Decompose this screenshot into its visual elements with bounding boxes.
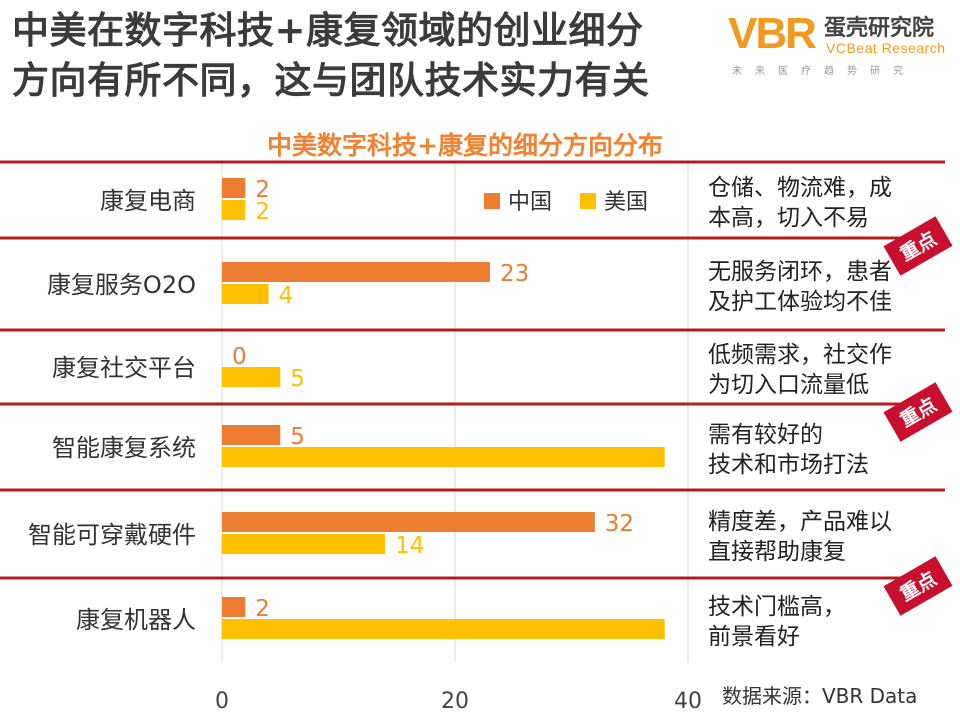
data-label-china-5: 2 xyxy=(255,596,270,622)
note-line2-4: 直接帮助康复 xyxy=(708,539,846,565)
category-label-1: 康复服务O2O xyxy=(47,271,196,299)
chart-title: 中美数字科技+康复的细分方向分布 xyxy=(267,131,663,160)
badge-background-1 xyxy=(883,216,953,276)
bar-china-3 xyxy=(222,425,281,445)
legend-swatch-1 xyxy=(580,193,596,209)
headline: 中美在数字科技+康复领域的创业细分 方向有所不同，这与团队技术实力有关 xyxy=(12,6,732,106)
note-line1-0: 仓储、物流难，成 xyxy=(708,175,892,201)
data-label-usa-1: 4 xyxy=(279,283,294,309)
note-line2-2: 为切入口流量低 xyxy=(708,372,869,398)
data-label-usa-0: 2 xyxy=(255,199,270,225)
bar-china-1 xyxy=(222,262,490,282)
note-line2-0: 本高，切入不易 xyxy=(708,205,869,231)
category-label-4: 智能可穿戴硬件 xyxy=(28,521,196,549)
x-tick-label-1: 20 xyxy=(441,689,469,714)
legend-swatch-0 xyxy=(484,193,500,209)
note-line1-5: 技术门槛高， xyxy=(708,594,846,620)
logo-mark: VBR xyxy=(728,9,817,58)
note-line2-5: 前景看好 xyxy=(708,624,800,650)
category-label-0: 康复电商 xyxy=(100,187,196,215)
category-label-2: 康复社交平台 xyxy=(52,354,196,382)
logo-name-cn: 蛋壳研究院 xyxy=(824,16,935,41)
data-label-china-2: 0 xyxy=(232,344,247,370)
data-source: 数据来源：VBR Data xyxy=(722,684,918,708)
data-label-usa-5: 38 xyxy=(619,618,648,644)
bar-china-0 xyxy=(222,178,246,198)
bar-usa-1 xyxy=(222,284,269,304)
vbr-logo: VBR 蛋壳研究院 VCBeat Research 未来医疗趋势研究 xyxy=(728,8,956,78)
note-line1-1: 无服务闭环，患者 xyxy=(708,259,892,285)
headline-line-2: 方向有所不同，这与团队技术实力有关 xyxy=(12,59,650,102)
x-tick-label-0: 0 xyxy=(215,689,229,714)
bar-usa-0 xyxy=(222,200,246,220)
data-label-china-3: 5 xyxy=(290,424,305,450)
badge-background-5 xyxy=(883,556,953,616)
highlight-badge-3: 重点 xyxy=(883,382,953,442)
highlight-badge-5: 重点 xyxy=(883,556,953,616)
note-line2-1: 及护工体验均不佳 xyxy=(708,289,892,315)
bar-usa-5 xyxy=(222,619,665,639)
data-label-china-4: 32 xyxy=(605,511,634,537)
legend-label-1: 美国 xyxy=(604,190,648,215)
badge-background-3 xyxy=(883,382,953,442)
note-line2-3: 技术和市场打法 xyxy=(708,452,869,478)
logo-name-en: VCBeat Research xyxy=(826,40,946,56)
note-line1-2: 低频需求，社交作 xyxy=(708,342,892,368)
x-tick-label-2: 40 xyxy=(674,689,702,714)
note-line1-3: 需有较好的 xyxy=(708,422,823,448)
bar-usa-2 xyxy=(222,367,281,387)
data-label-usa-2: 5 xyxy=(290,366,305,392)
bar-usa-3 xyxy=(222,447,665,467)
bar-china-5 xyxy=(222,597,246,617)
note-line1-4: 精度差，产品难以 xyxy=(708,509,892,535)
category-label-3: 智能康复系统 xyxy=(52,434,196,462)
logo-tagline: 未来医疗趋势研究 xyxy=(732,66,916,77)
data-label-china-1: 23 xyxy=(500,261,529,287)
bar-usa-4 xyxy=(222,534,386,554)
category-label-5: 康复机器人 xyxy=(76,606,196,634)
data-label-usa-4: 14 xyxy=(395,533,424,559)
data-label-usa-3: 38 xyxy=(619,446,648,472)
legend-label-0: 中国 xyxy=(508,190,552,215)
highlight-badge-1: 重点 xyxy=(883,216,953,276)
data-label-china-0: 2 xyxy=(255,177,270,203)
headline-line-1: 中美在数字科技+康复领域的创业细分 xyxy=(12,9,644,52)
bar-china-4 xyxy=(222,512,595,532)
